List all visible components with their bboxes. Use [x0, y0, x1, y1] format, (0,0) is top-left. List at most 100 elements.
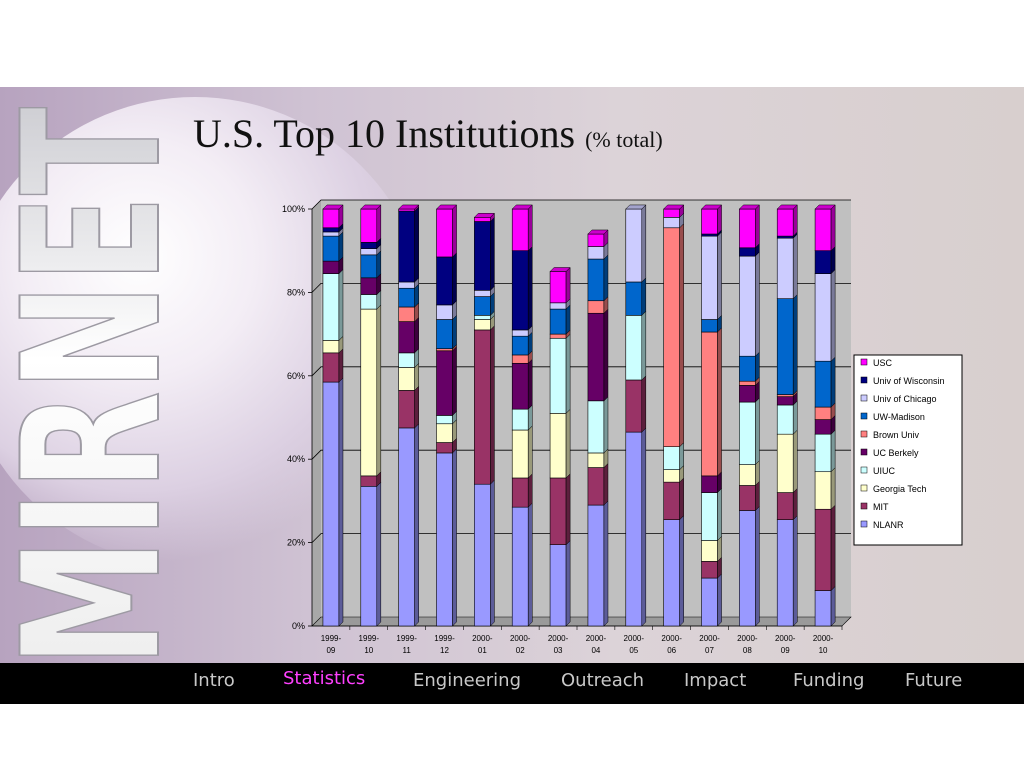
bar-top-cap — [549, 267, 571, 272]
bar-segment — [663, 212, 684, 229]
bar-segment — [814, 204, 836, 252]
bar-top-cap — [625, 204, 647, 210]
bar-segment — [549, 540, 571, 627]
nav-item-statistics[interactable]: Statistics — [283, 668, 366, 689]
bar-segment — [625, 204, 647, 283]
bar-segment — [398, 206, 419, 283]
chart-side-wall — [312, 200, 321, 626]
bar-segment — [398, 385, 419, 429]
bar-segment — [701, 471, 722, 494]
x-tick-label: 2000- — [775, 634, 796, 643]
bar-segment — [360, 289, 382, 310]
x-tick-label: 04 — [591, 646, 600, 655]
chart-floor — [311, 616, 852, 627]
nav-item-intro[interactable]: Intro — [193, 670, 235, 691]
x-tick-label: 01 — [478, 646, 487, 655]
title-suffix: (% total) — [585, 127, 663, 152]
bar-segment — [663, 223, 684, 448]
nav-item-engineering[interactable]: Engineering — [413, 670, 521, 691]
legend-label: USC — [873, 358, 893, 368]
x-tick-label: 05 — [629, 646, 638, 655]
nav-item-outreach[interactable]: Outreach — [561, 670, 645, 691]
nav-item-funding[interactable]: Funding — [793, 670, 865, 691]
bar-segment — [322, 231, 344, 262]
bar-segment — [587, 308, 609, 402]
bar-segment — [436, 204, 457, 258]
bar-segment — [701, 314, 722, 333]
x-tick-label: 02 — [516, 646, 525, 655]
bar-segment — [398, 348, 419, 369]
bar-top-cap — [663, 204, 685, 210]
x-tick-label: 2000- — [472, 634, 493, 643]
bar-segment — [360, 304, 382, 477]
bar-segment — [511, 331, 533, 356]
bar-segment — [549, 408, 571, 479]
x-tick-label: 2000- — [661, 634, 682, 643]
bar-segment — [474, 216, 495, 291]
nav-item-future[interactable]: Future — [905, 670, 963, 691]
bar-top-cap — [776, 204, 798, 210]
bar-segment — [739, 397, 760, 466]
bar-top-cap — [511, 204, 533, 210]
bar-segment — [360, 273, 382, 296]
bar-segment — [549, 304, 571, 335]
x-tick-label: 09 — [326, 646, 335, 655]
bar-segment — [436, 419, 457, 444]
bar-segment — [625, 310, 647, 381]
bar-segment — [322, 268, 344, 341]
bar-segment — [814, 268, 836, 362]
x-tick-label: 2000- — [586, 634, 607, 643]
bar-segment — [739, 251, 760, 357]
chart-legend: USC Univ of Wisconsin Univ of Chicago UW-Ma… — [853, 354, 963, 546]
bar-segment — [587, 500, 609, 627]
bar-segment — [436, 437, 457, 454]
legend-box — [853, 354, 963, 546]
nav-item-impact[interactable]: Impact — [684, 670, 747, 691]
bar-top-cap — [435, 204, 458, 210]
bar-segment — [511, 204, 533, 252]
bar-segment — [701, 556, 722, 579]
bar-top-cap — [360, 204, 382, 210]
legend-label: Brown Univ — [873, 430, 920, 440]
bar-top-cap — [587, 229, 609, 235]
bar-segment — [511, 502, 533, 627]
bar-segment — [474, 479, 495, 627]
bar-segment — [436, 314, 457, 350]
bar-segment — [701, 573, 722, 627]
legend-label: Georgia Tech — [873, 484, 926, 494]
bar-segment — [739, 459, 760, 487]
bar-segment — [625, 277, 647, 316]
y-tick-label: 40% — [287, 454, 305, 464]
x-tick-label: 1999- — [434, 634, 455, 643]
bar-segment — [398, 423, 419, 627]
bar-segment — [701, 231, 722, 321]
chart-plot-area: 0% 20% 40% 60% 80% 100% 1999- 09 1999- 10 1999- 11 1… — [282, 199, 852, 655]
bar-top-cap — [398, 204, 420, 210]
x-tick-label: 07 — [705, 646, 714, 655]
bar-segment — [814, 246, 836, 275]
x-tick-label: 08 — [743, 646, 752, 655]
bar-segment — [701, 327, 722, 477]
bar-segment — [322, 335, 344, 354]
bar-segment — [511, 425, 533, 479]
legend-swatch — [860, 412, 868, 420]
x-tick-label: 11 — [402, 646, 411, 655]
bar-segment — [511, 473, 533, 508]
x-tick-label: 03 — [554, 646, 563, 655]
legend-swatch — [860, 484, 868, 492]
bar-segment — [814, 504, 836, 592]
bar-segment — [587, 396, 609, 454]
legend-label: NLANR — [873, 520, 904, 530]
bar-segment — [739, 505, 760, 627]
legend-swatch — [860, 520, 868, 528]
bar-segment — [360, 250, 382, 279]
bar-segment — [776, 204, 798, 237]
legend-swatch — [860, 358, 868, 366]
bar-segment — [511, 358, 533, 410]
bar-top-cap — [700, 204, 723, 210]
x-tick-label: 06 — [667, 646, 676, 655]
legend-swatch — [860, 502, 868, 510]
x-tick-label: 10 — [819, 646, 828, 655]
legend-swatch — [860, 430, 868, 438]
bar-segment — [814, 467, 836, 510]
